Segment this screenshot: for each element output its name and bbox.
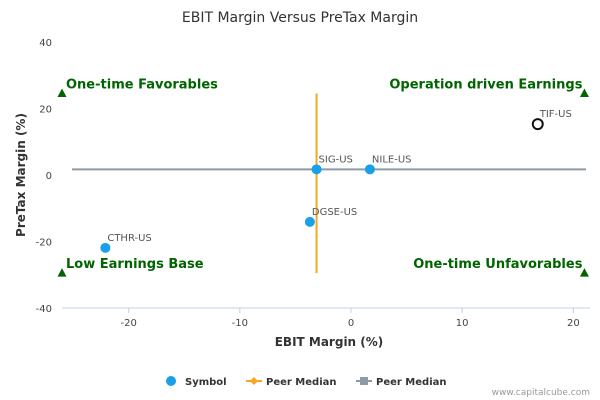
y-tick-label: -20 xyxy=(36,238,52,249)
y-tick-label: 20 xyxy=(39,105,52,116)
quadrant-label: One-time Unfavorables xyxy=(413,257,582,272)
chart-title: EBIT Margin Versus PreTax Margin xyxy=(182,10,418,26)
x-axis-title: EBIT Margin (%) xyxy=(275,335,384,349)
y-tick-label: -40 xyxy=(36,304,52,315)
quadrant-marker-icon xyxy=(579,88,589,98)
data-point-label: DGSE-US xyxy=(312,207,357,218)
quadrant-label: One-time Favorables xyxy=(66,78,218,93)
data-point-label: NILE-US xyxy=(372,154,412,165)
x-tick-label: 0 xyxy=(348,318,354,329)
grid-layer xyxy=(62,307,590,313)
data-point-label: CTHR-US xyxy=(107,233,151,244)
data-point xyxy=(100,242,111,253)
quadrant-layer: One-time Favorables Operation driven Earn… xyxy=(57,78,589,277)
quadrant-label: Operation driven Earnings xyxy=(389,78,582,93)
legend-label: Peer Median xyxy=(376,377,447,388)
legend-diamond-icon xyxy=(250,377,258,385)
tick-labels-layer: -20 -10 0 10 20 -40 -20 0 20 40 xyxy=(36,38,580,329)
x-tick-label: -10 xyxy=(232,318,248,329)
data-point-label: SIG-US xyxy=(319,154,353,165)
x-tick-label: 20 xyxy=(567,318,580,329)
legend-symbol-dot-icon xyxy=(166,376,176,386)
x-tick-label: 10 xyxy=(456,318,469,329)
y-axis-title: PreTax Margin (%) xyxy=(14,113,28,237)
quadrant-marker-icon xyxy=(57,88,67,98)
points-layer: TIF-US SIG-US NILE-US DGSE-US CTHR-US xyxy=(100,109,572,253)
quadrant-label: Low Earnings Base xyxy=(66,257,204,272)
legend: Symbol Peer Median Peer Median xyxy=(166,376,447,388)
peer-median-layer xyxy=(72,93,586,274)
x-tick-label: -20 xyxy=(121,318,137,329)
quadrant-marker-icon xyxy=(57,268,67,277)
credit-text: www.capitalcube.com xyxy=(492,388,590,398)
data-point xyxy=(364,164,375,175)
data-point-label: TIF-US xyxy=(539,109,572,120)
quadrant-marker-icon xyxy=(579,268,589,277)
y-tick-label: 0 xyxy=(46,171,52,182)
data-point xyxy=(311,164,322,175)
legend-square-icon xyxy=(360,377,368,385)
data-point xyxy=(531,118,544,131)
legend-label: Symbol xyxy=(185,377,227,388)
data-point xyxy=(304,216,315,227)
y-tick-label: 40 xyxy=(39,38,52,49)
legend-label: Peer Median xyxy=(266,377,337,388)
